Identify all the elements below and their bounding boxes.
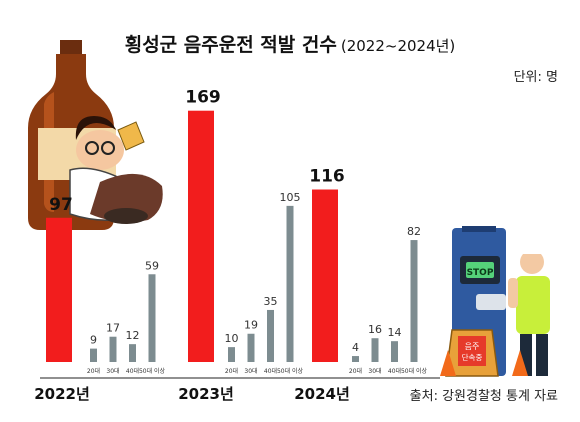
age-bar [371, 338, 379, 362]
age-value-label: 35 [264, 295, 278, 308]
age-value-label: 14 [388, 326, 402, 339]
sign-text-line-1: 음주 [465, 342, 480, 351]
age-category-label: 40대 [388, 367, 401, 375]
sign-text-line-2: 단속중 [462, 352, 483, 362]
age-bar [391, 341, 398, 362]
age-value-label: 16 [368, 323, 382, 336]
age-bar [247, 333, 255, 362]
age-value-label: 59 [145, 259, 159, 272]
age-value-label: 4 [352, 341, 359, 354]
chart-title: 횡성군 음주운전 적발 건수 (2022~2024년) [0, 30, 580, 57]
total-value-label: 169 [185, 88, 221, 108]
chart-subtitle: (2022~2024년) [340, 37, 456, 55]
age-category-label: 20대 [225, 367, 238, 375]
officer-breathalyzer-illustration: STOP 음주 단속중 [440, 226, 550, 377]
age-bar [267, 309, 274, 362]
age-category-label: 40대 [126, 367, 139, 375]
total-bar [188, 110, 214, 363]
age-category-label: 30대 [244, 367, 257, 375]
total-value-label: 97 [49, 195, 73, 215]
age-bar [286, 205, 294, 362]
age-value-label: 19 [244, 319, 258, 332]
age-value-label: 105 [280, 191, 301, 204]
age-value-label: 82 [407, 225, 421, 238]
year-label: 2022년 [34, 385, 90, 403]
age-bar [228, 347, 235, 362]
unit-label: 단위: 명 [513, 70, 558, 85]
age-category-label: 20대 [349, 367, 362, 375]
age-category-label: 30대 [106, 367, 119, 375]
drunk-man-bottle-illustration [28, 40, 163, 230]
source-note: 출처: 강원경찰청 통계 자료 [409, 389, 558, 404]
total-bar [46, 217, 72, 362]
age-bar [129, 344, 136, 362]
age-category-label: 50대 이상 [277, 367, 304, 375]
age-value-label: 17 [106, 322, 120, 335]
bars-layer: 97 9 20대 17 30대 12 40대 59 50대 이상 2022년 169 10 20대 19 3… [34, 88, 427, 403]
total-value-label: 116 [309, 167, 345, 187]
age-bar [90, 348, 97, 362]
year-label: 2024년 [294, 385, 350, 403]
age-category-label: 50대 이상 [401, 367, 428, 375]
age-bar [148, 274, 156, 362]
breathalyzer-stop-label: STOP [467, 268, 494, 278]
age-value-label: 9 [90, 334, 97, 347]
age-category-label: 50대 이상 [139, 367, 166, 375]
age-bar [410, 240, 418, 362]
age-category-label: 30대 [368, 367, 381, 375]
age-value-label: 12 [126, 329, 140, 342]
age-category-label: 20대 [87, 367, 100, 375]
title-text: 횡성군 음주운전 적발 건수 [124, 34, 337, 56]
age-category-label: 40대 [264, 367, 277, 375]
age-value-label: 10 [225, 332, 239, 345]
year-label: 2023년 [178, 385, 234, 403]
age-bar [352, 356, 359, 362]
total-bar [312, 189, 338, 362]
age-bar [109, 336, 117, 362]
